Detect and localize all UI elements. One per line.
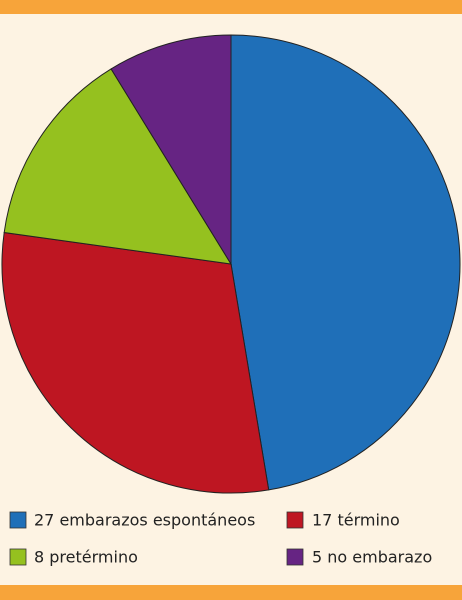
pie-slice [230, 34, 461, 491]
top-band [0, 0, 462, 14]
pie [1, 34, 461, 494]
legend-swatch [9, 548, 27, 566]
legend-label: 27 embarazos espontáneos [34, 511, 255, 530]
legend-label: 8 pretérmino [34, 548, 138, 567]
legend-swatch [9, 511, 27, 529]
legend-label: 17 término [312, 511, 400, 530]
legend-swatch [286, 511, 304, 529]
legend: 27 embarazos espontáneos 17 término 8 pret… [9, 511, 432, 567]
legend-label: 5 no embarazo [312, 548, 432, 567]
pie-slice [3, 68, 232, 265]
pie-slice [1, 231, 270, 494]
bottom-band [0, 585, 462, 600]
pie-slice [110, 34, 232, 266]
legend-swatch [286, 548, 304, 566]
